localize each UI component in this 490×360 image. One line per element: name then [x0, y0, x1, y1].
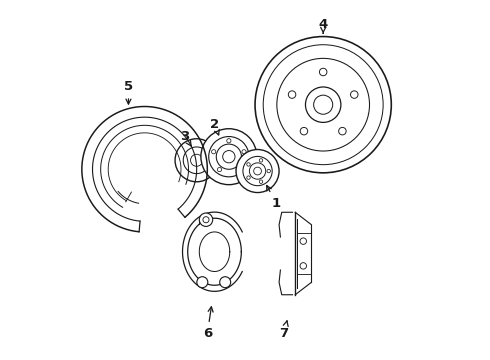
Circle shape — [319, 68, 327, 76]
Text: 7: 7 — [279, 321, 288, 340]
Text: 4: 4 — [318, 18, 328, 33]
Text: 1: 1 — [267, 185, 281, 210]
Circle shape — [300, 263, 307, 269]
Circle shape — [350, 91, 358, 98]
Circle shape — [175, 139, 218, 182]
Circle shape — [247, 176, 250, 179]
Circle shape — [236, 149, 279, 193]
Circle shape — [220, 277, 231, 288]
Circle shape — [339, 127, 346, 135]
Text: 2: 2 — [210, 118, 219, 135]
Text: 3: 3 — [180, 130, 192, 147]
Circle shape — [212, 150, 216, 154]
Text: 6: 6 — [203, 307, 213, 340]
Circle shape — [242, 150, 246, 154]
Circle shape — [255, 37, 392, 173]
Circle shape — [218, 167, 221, 172]
Circle shape — [199, 213, 213, 226]
Circle shape — [259, 159, 263, 162]
Circle shape — [267, 169, 270, 173]
Text: 5: 5 — [124, 80, 133, 104]
Circle shape — [201, 129, 257, 185]
Circle shape — [288, 91, 296, 98]
Circle shape — [236, 167, 240, 172]
Circle shape — [197, 277, 208, 288]
Circle shape — [227, 139, 231, 143]
Circle shape — [184, 221, 245, 282]
Circle shape — [247, 163, 250, 166]
Circle shape — [300, 127, 308, 135]
Circle shape — [300, 238, 307, 244]
Circle shape — [259, 180, 263, 183]
